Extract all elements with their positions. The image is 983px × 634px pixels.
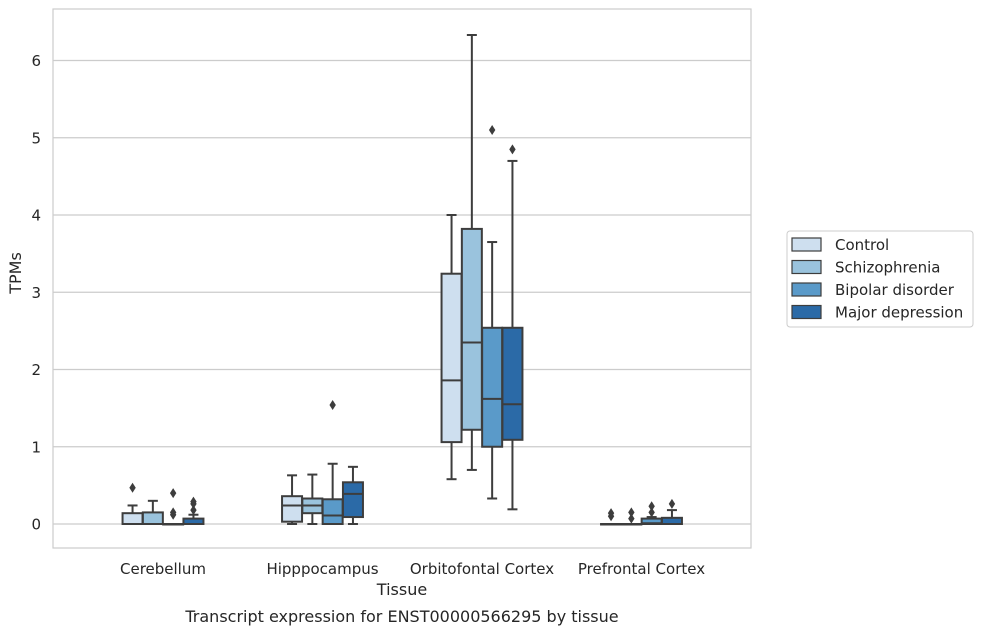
outlier-marker: [648, 501, 655, 512]
legend-entry-label: Control: [835, 236, 889, 254]
legend-swatch: [791, 237, 822, 252]
box-plot: [341, 465, 364, 525]
y-axis: 0 1 2 3 4 5 6: [31, 52, 41, 534]
outlier-marker: [190, 496, 197, 507]
x-tick-label: Hipppocampus: [266, 560, 378, 578]
legend-entry-label: Bipolar disorder: [835, 281, 955, 299]
outlier-marker: [190, 505, 197, 516]
box-plot: [281, 474, 304, 525]
box-groups: [121, 34, 683, 526]
x-tick-label: Prefrontal Cortex: [578, 560, 705, 578]
box-plot: [501, 144, 524, 511]
box-iqr: [481, 326, 504, 448]
box-plot: [121, 482, 144, 525]
x-axis-label: Tissue: [376, 580, 427, 599]
box-iqr: [141, 511, 164, 525]
box-plot: [321, 400, 344, 525]
legend: Control Schizophrenia Bipolar disorder Majo…: [786, 230, 974, 328]
chart-caption: Transcript expression for ENST0000056629…: [184, 607, 618, 626]
box-iqr: [460, 227, 483, 431]
y-tick-label: 4: [31, 207, 41, 225]
box-plot: [460, 34, 483, 471]
legend-swatch: [791, 304, 822, 320]
x-axis: Cerebellum Hipppocampus Orbitofontal Corte…: [120, 560, 705, 578]
outlier-marker: [129, 482, 136, 493]
box-plot: [141, 499, 164, 525]
outlier-marker: [329, 400, 336, 411]
box-plot: [620, 507, 643, 526]
box-plot: [182, 496, 205, 526]
outlier-marker: [509, 144, 516, 155]
box-plot: [162, 488, 185, 526]
legend-entry-label: Major depression: [835, 304, 963, 322]
outlier-marker: [169, 488, 177, 499]
box-plot: [640, 501, 663, 526]
y-tick-label: 3: [31, 284, 41, 302]
outlier-marker: [169, 507, 177, 518]
box-plot: [481, 125, 504, 500]
outlier-marker: [668, 498, 676, 509]
y-tick-label: 2: [31, 361, 41, 379]
x-tick-label: Cerebellum: [120, 560, 206, 578]
box-iqr: [341, 481, 364, 519]
box-plot: [660, 498, 683, 526]
y-axis-label: TPMs: [6, 252, 25, 295]
legend-swatch: [791, 259, 822, 275]
box-plot: [301, 473, 324, 525]
legend-frame: [786, 230, 974, 328]
y-tick-label: 6: [31, 52, 41, 70]
legend-entry-label: Schizophrenia: [835, 259, 940, 277]
y-tick-label: 1: [31, 438, 41, 456]
x-tick-label: Orbitofontal Cortex: [410, 560, 554, 578]
outlier-marker: [607, 508, 615, 519]
plot-frame: [52, 8, 752, 549]
outlier-marker: [648, 507, 655, 518]
box-plot: [440, 214, 463, 481]
outlier-marker: [488, 125, 496, 136]
box-iqr: [440, 272, 463, 444]
box-iqr: [121, 512, 144, 525]
outlier-marker: [628, 507, 635, 518]
legend-swatch: [791, 282, 822, 297]
box-iqr: [321, 498, 344, 525]
y-tick-label: 0: [31, 516, 41, 534]
outlier-marker: [628, 513, 635, 524]
y-tick-label: 5: [31, 129, 41, 147]
grid-lines: [53, 59, 751, 525]
box-plot: [600, 508, 623, 526]
box-iqr: [281, 495, 304, 523]
box-iqr: [501, 326, 524, 441]
